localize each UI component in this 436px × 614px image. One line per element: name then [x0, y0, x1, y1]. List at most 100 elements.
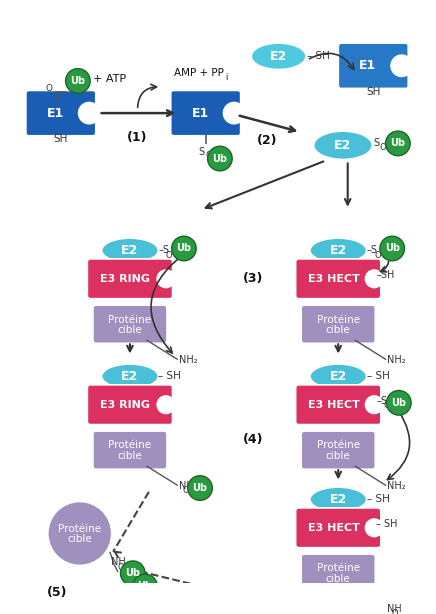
Circle shape — [133, 574, 157, 599]
Text: Protéine: Protéine — [109, 314, 152, 325]
Text: E2: E2 — [121, 244, 139, 257]
Text: – SH: – SH — [367, 371, 389, 381]
Text: + ATP: + ATP — [93, 74, 126, 84]
Text: NH₂: NH₂ — [388, 481, 406, 491]
Text: cible: cible — [68, 534, 92, 544]
Circle shape — [365, 270, 383, 287]
Text: E1: E1 — [359, 60, 376, 72]
Circle shape — [365, 519, 383, 537]
Text: Ub: Ub — [390, 138, 405, 149]
FancyBboxPatch shape — [87, 385, 173, 425]
Circle shape — [172, 236, 196, 261]
Text: Ub: Ub — [399, 606, 414, 614]
Text: – SH: – SH — [158, 371, 181, 381]
Circle shape — [65, 69, 90, 93]
Text: S: S — [373, 138, 379, 149]
Text: Protéine: Protéine — [317, 564, 360, 573]
FancyBboxPatch shape — [338, 43, 408, 88]
Text: S: S — [198, 147, 204, 157]
Text: E3 RING: E3 RING — [100, 400, 150, 410]
Text: E3 HECT: E3 HECT — [307, 274, 359, 284]
FancyBboxPatch shape — [296, 385, 381, 425]
Text: Protéine: Protéine — [317, 314, 360, 325]
Text: E3 RING: E3 RING — [100, 274, 150, 284]
Ellipse shape — [313, 131, 372, 160]
Text: (1): (1) — [127, 131, 148, 144]
Text: i: i — [225, 72, 228, 82]
Text: E2: E2 — [330, 244, 347, 257]
Circle shape — [48, 501, 112, 565]
FancyBboxPatch shape — [301, 554, 375, 592]
Text: Ub: Ub — [212, 154, 228, 163]
Text: SH: SH — [54, 134, 68, 144]
Text: O: O — [166, 251, 173, 260]
Text: Ub: Ub — [138, 581, 153, 591]
Text: O: O — [374, 251, 381, 260]
Text: Ub: Ub — [193, 483, 208, 493]
Text: NH₂: NH₂ — [388, 356, 406, 365]
Text: E2: E2 — [330, 370, 347, 383]
Circle shape — [365, 396, 383, 414]
Text: E3 HECT: E3 HECT — [307, 523, 359, 533]
Text: cible: cible — [118, 451, 142, 461]
Text: O: O — [118, 563, 124, 572]
Text: NH: NH — [179, 481, 194, 491]
FancyBboxPatch shape — [93, 431, 167, 469]
Circle shape — [188, 476, 212, 500]
FancyBboxPatch shape — [301, 305, 375, 343]
Text: –S: –S — [367, 246, 378, 255]
Text: SH: SH — [366, 87, 381, 96]
Text: Protéine: Protéine — [109, 440, 152, 451]
Text: O: O — [380, 142, 387, 152]
FancyBboxPatch shape — [301, 431, 375, 469]
Ellipse shape — [251, 43, 306, 69]
Circle shape — [144, 588, 169, 612]
FancyBboxPatch shape — [170, 90, 241, 136]
Ellipse shape — [102, 364, 158, 389]
Text: AMP + PP: AMP + PP — [174, 68, 225, 79]
Circle shape — [157, 396, 175, 414]
Ellipse shape — [102, 238, 158, 263]
Circle shape — [157, 270, 175, 287]
Text: –SH: –SH — [376, 270, 395, 280]
Circle shape — [385, 131, 410, 156]
Circle shape — [78, 103, 100, 124]
Text: Ub: Ub — [392, 398, 406, 408]
Text: cible: cible — [118, 325, 142, 335]
Text: Ub: Ub — [177, 244, 191, 254]
FancyBboxPatch shape — [93, 305, 167, 343]
FancyBboxPatch shape — [87, 259, 173, 298]
Circle shape — [208, 146, 232, 171]
Text: – SH: – SH — [367, 494, 389, 504]
Circle shape — [387, 391, 411, 415]
Text: NH: NH — [111, 557, 126, 567]
Text: E1: E1 — [47, 107, 64, 120]
Text: E3 HECT: E3 HECT — [307, 400, 359, 410]
Text: E2: E2 — [334, 139, 351, 152]
Text: E2: E2 — [270, 50, 287, 63]
Text: O: O — [183, 486, 190, 495]
Text: NH: NH — [388, 604, 402, 614]
Circle shape — [153, 600, 178, 614]
Text: O: O — [205, 151, 212, 160]
Text: (5): (5) — [47, 586, 67, 599]
Text: NH₂: NH₂ — [179, 356, 198, 365]
FancyBboxPatch shape — [26, 90, 96, 136]
Text: E1: E1 — [191, 107, 209, 120]
Circle shape — [391, 55, 412, 77]
FancyBboxPatch shape — [296, 259, 381, 298]
Text: – SH: – SH — [307, 52, 330, 61]
Text: – SH: – SH — [376, 519, 398, 529]
Text: Ub: Ub — [385, 244, 400, 254]
Text: O: O — [384, 401, 390, 410]
Ellipse shape — [310, 238, 367, 263]
Text: cible: cible — [326, 325, 351, 335]
Text: cible: cible — [326, 451, 351, 461]
Text: Ub: Ub — [70, 76, 85, 86]
Text: O: O — [391, 610, 398, 614]
Text: (4): (4) — [243, 433, 263, 446]
Circle shape — [394, 599, 419, 614]
Text: cible: cible — [326, 574, 351, 584]
Circle shape — [380, 236, 405, 261]
Text: Protéine: Protéine — [317, 440, 360, 451]
